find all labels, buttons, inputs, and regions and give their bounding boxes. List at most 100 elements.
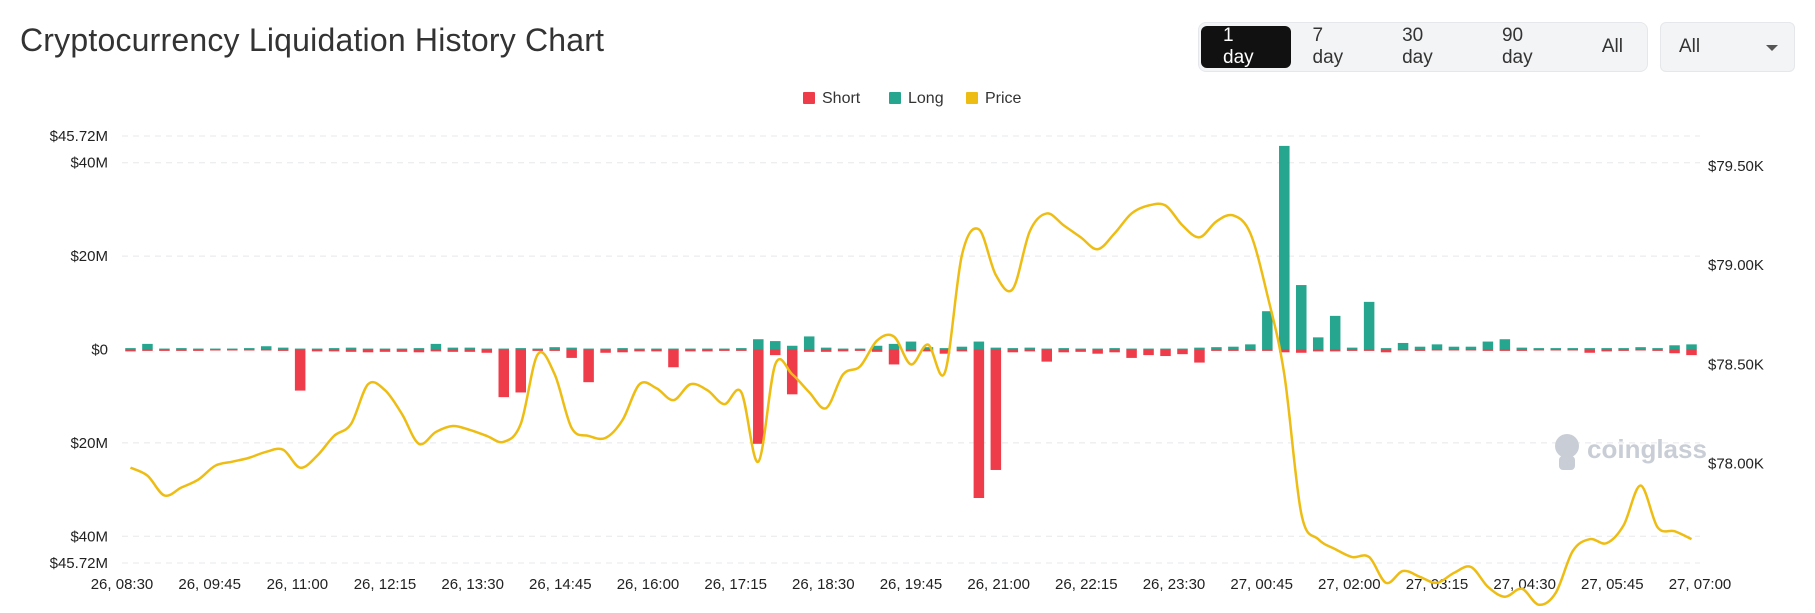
x-tick-label: 26, 21:00 <box>967 576 1030 593</box>
y-left-tick-label: $45.72M <box>50 128 108 145</box>
long-bar <box>753 339 764 350</box>
short-bar <box>1363 349 1375 351</box>
short-bar <box>243 349 255 351</box>
legend-price-swatch <box>966 92 978 104</box>
legend-long-swatch <box>889 92 901 104</box>
x-tick-label: 26, 19:45 <box>880 576 943 593</box>
short-bar <box>1482 349 1494 351</box>
range-button-30-day[interactable]: 30 day <box>1402 25 1433 68</box>
long-bar <box>617 348 628 350</box>
long-bar <box>159 348 170 350</box>
short-bar <box>1397 349 1409 351</box>
x-tick-label: 26, 16:00 <box>617 576 680 593</box>
coin-select[interactable]: All <box>1660 22 1795 72</box>
short-bar <box>956 349 968 352</box>
y-left-tick-label: $20M <box>70 435 108 452</box>
short-bar <box>1312 349 1324 352</box>
long-bar <box>973 341 985 350</box>
long-bar <box>294 348 306 350</box>
short-bar <box>193 349 204 351</box>
short-bar <box>515 349 527 393</box>
short-bar <box>990 349 1002 470</box>
short-bar <box>481 349 493 353</box>
long-bar <box>328 348 340 350</box>
range-button-all[interactable]: All <box>1601 36 1623 57</box>
short-bar <box>651 349 662 352</box>
short-bar <box>922 349 934 352</box>
short-bar <box>803 349 815 352</box>
long-bar <box>1024 347 1036 350</box>
short-bar <box>1177 349 1188 355</box>
long-bar <box>1177 348 1188 350</box>
long-bar <box>651 348 662 350</box>
long-bar <box>1058 348 1069 350</box>
y-left-tick-label: $20M <box>70 248 108 265</box>
short-bar <box>939 349 951 354</box>
coinglass-logo-icon <box>1555 434 1579 458</box>
short-bar <box>1058 349 1069 353</box>
short-bar <box>769 349 781 356</box>
short-bar <box>1211 349 1222 351</box>
short-bar <box>1109 349 1120 353</box>
legend-long-label: Long <box>908 90 944 107</box>
y-left-tick-label: $45.72M <box>50 555 108 572</box>
long-bar <box>939 348 951 350</box>
range-button-7-day[interactable]: 7 day <box>1312 25 1344 68</box>
short-bar <box>1584 349 1595 353</box>
short-bar <box>583 349 594 383</box>
long-bar <box>1635 347 1646 350</box>
short-bar <box>1567 349 1579 351</box>
short-bar <box>1618 349 1629 351</box>
x-tick-label: 26, 17:15 <box>704 576 767 593</box>
liquidation-chart: $45.72M $40M $20M $0 $20M $40M $45.72M $79.50K $… <box>50 90 1764 607</box>
short-bar <box>1669 349 1680 354</box>
short-bar <box>413 349 425 353</box>
long-bar <box>1601 348 1612 350</box>
long-bar <box>1092 348 1103 350</box>
long-bar <box>481 348 493 350</box>
short-bar <box>1262 349 1273 351</box>
long-bar <box>583 348 594 350</box>
short-bar <box>1431 349 1443 351</box>
x-tick-label: 26, 13:30 <box>441 576 504 593</box>
range-button-1-day[interactable]: 1 day <box>1201 25 1291 68</box>
short-bar <box>871 349 883 352</box>
long-bar <box>1160 348 1171 350</box>
short-bar <box>1092 349 1103 354</box>
x-tick-label: 26, 09:45 <box>178 576 241 593</box>
long-bar <box>1143 348 1154 350</box>
long-bar <box>532 348 543 350</box>
short-bar <box>142 349 153 351</box>
short-bar <box>532 349 543 351</box>
short-bar <box>753 349 764 444</box>
long-bar <box>820 347 832 350</box>
long-bar <box>413 348 425 350</box>
long-bar <box>803 336 815 350</box>
long-bar <box>345 347 357 350</box>
short-bar <box>294 349 306 391</box>
long-bar <box>1075 348 1086 350</box>
short-bar <box>634 349 645 352</box>
long-bar <box>888 343 900 350</box>
x-tick-label: 27, 00:45 <box>1230 576 1293 593</box>
long-bar <box>871 345 883 350</box>
short-bar <box>227 349 238 351</box>
short-bar <box>1380 349 1392 353</box>
long-bar <box>1567 348 1579 350</box>
short-bar <box>617 349 628 353</box>
long-bar <box>1618 348 1629 350</box>
short-bar <box>1007 349 1019 353</box>
long-bar <box>311 348 323 350</box>
range-button-90-day[interactable]: 90 day <box>1501 25 1533 68</box>
long-bar <box>668 348 679 350</box>
short-bar <box>1329 349 1341 352</box>
y-right-tick-label: $79.50K <box>1708 158 1764 175</box>
short-bar <box>1194 349 1205 363</box>
page-title: Cryptocurrency Liquidation History Chart <box>20 22 605 58</box>
short-bar <box>837 349 849 352</box>
short-bar <box>566 349 577 358</box>
long-bar <box>1126 348 1137 350</box>
short-bar <box>176 349 187 351</box>
long-bar <box>515 348 527 350</box>
coin-select-value: All <box>1679 36 1701 57</box>
